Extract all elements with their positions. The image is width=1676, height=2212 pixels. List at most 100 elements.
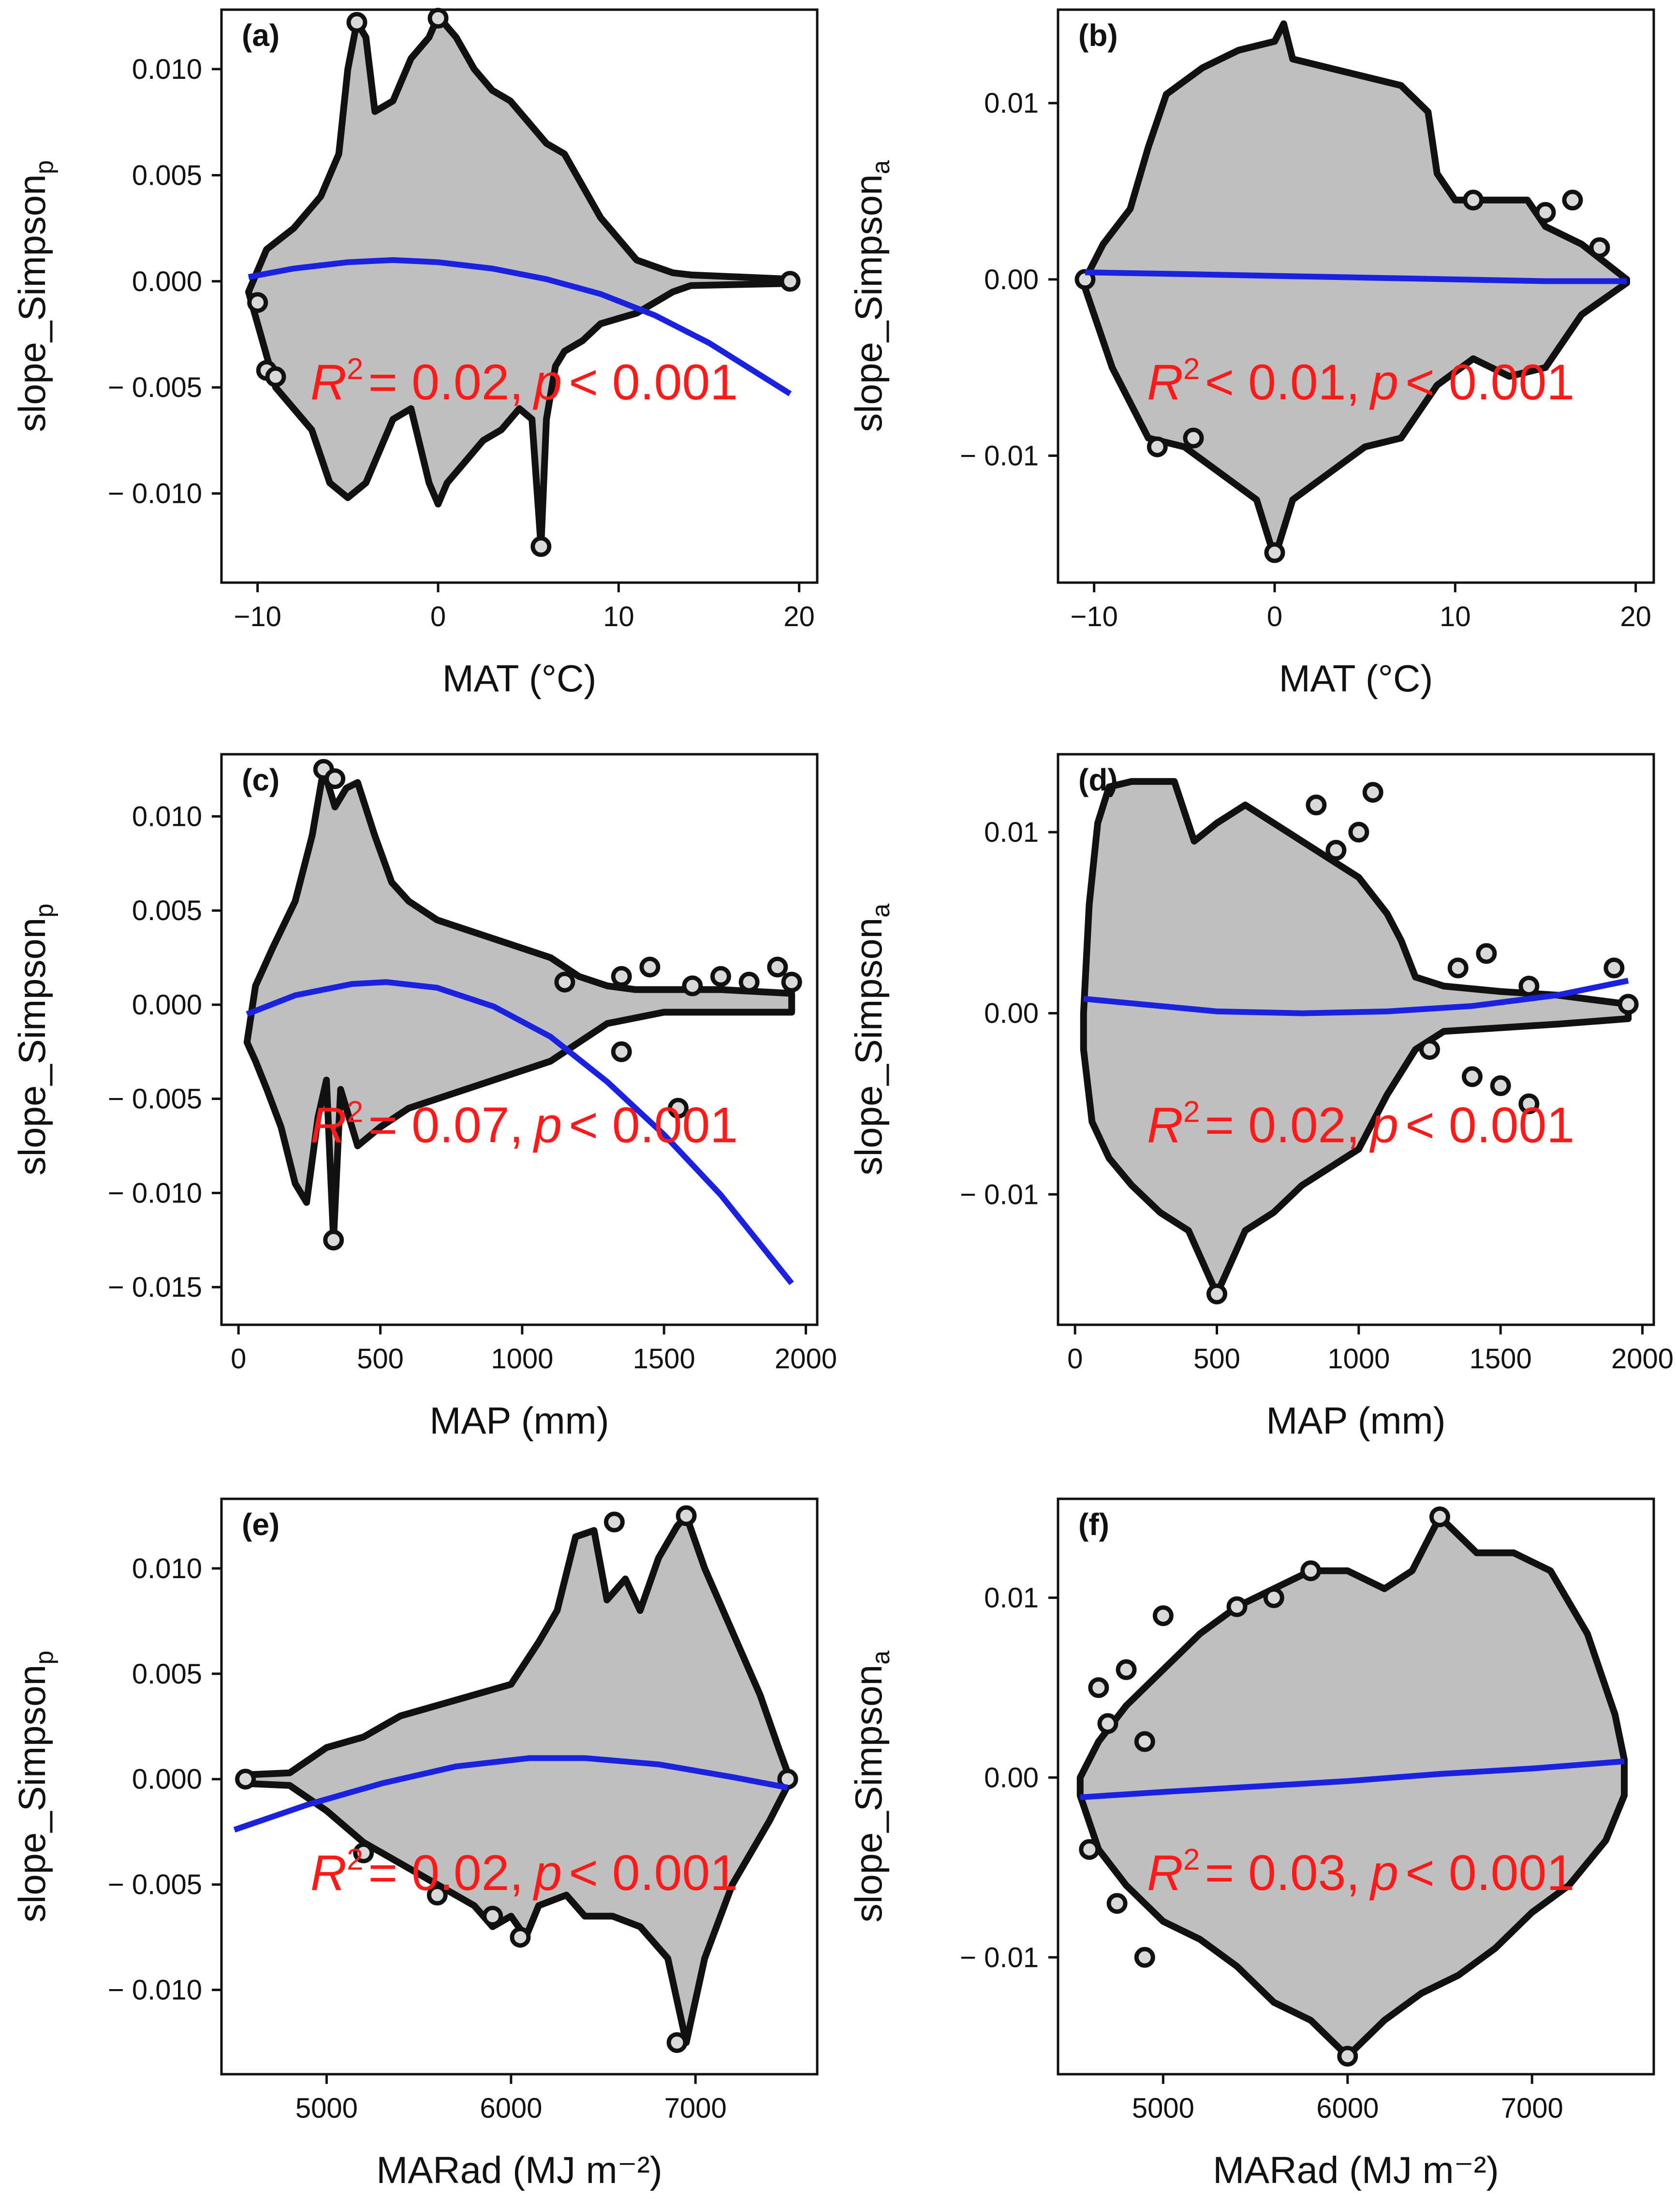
stats-annotation: R2< 0.01, p < 0.001 (1147, 352, 1574, 410)
y-tick-label: 0.010 (132, 54, 202, 85)
outlier-point (1183, 427, 1204, 449)
r2-value: = 0.02, (1205, 1097, 1360, 1153)
outlier-point (1476, 943, 1497, 964)
y-tick-label: − 0.005 (108, 372, 202, 403)
r2-value: = 0.07, (368, 1097, 523, 1153)
r-exponent: 2 (347, 1843, 363, 1876)
x-axis-title: MAP (mm) (1266, 1399, 1445, 1442)
x-tick-label: 0 (430, 601, 446, 632)
x-tick-label: 1000 (491, 1343, 553, 1375)
outlier-point (1306, 794, 1327, 816)
y-axis-title-subscript: p (30, 904, 59, 918)
x-tick-label: 6000 (1316, 2093, 1379, 2124)
panel-label: (c) (242, 762, 279, 797)
outlier-point (427, 8, 449, 29)
y-axis-title-subscript: p (30, 1651, 59, 1665)
p-value: < 0.001 (569, 1097, 738, 1153)
outlier-point (603, 1511, 625, 1533)
y-axis-title: slope_Simpsonp (11, 904, 59, 1175)
outlier-point (1518, 976, 1540, 996)
stats-annotation: R2= 0.02, p < 0.001 (310, 352, 738, 410)
y-axis-title: slope_Simpsonp (11, 160, 59, 432)
outlier-point (1088, 1677, 1109, 1698)
x-tick-label: 20 (783, 601, 815, 632)
r2-value: < 0.01, (1205, 354, 1360, 410)
y-axis-title-subscript: a (867, 1651, 895, 1665)
r-symbol: R (1147, 354, 1183, 410)
outlier-point (1300, 1560, 1322, 1582)
panel-d: 0.01 0.00 − 0.01 0 500 1000 1500 2000 MAP (mm) sl… (847, 753, 1674, 1442)
scatter-point-cloud (243, 766, 795, 1244)
outlier-point (1079, 1839, 1100, 1860)
x-axis-title: MAT (°C) (1279, 657, 1433, 700)
panel-label: (f) (1078, 1507, 1109, 1542)
r-exponent: 2 (1183, 1095, 1200, 1128)
p-symbol: p (532, 1845, 562, 1901)
x-tick-label: 7000 (664, 2093, 727, 2124)
y-tick-label: 0.000 (132, 1764, 202, 1795)
r-symbol: R (1147, 1097, 1183, 1153)
outlier-point (346, 12, 368, 33)
p-value: < 0.001 (1405, 354, 1574, 410)
outlier-point (353, 1842, 374, 1863)
outlier-point (235, 1769, 256, 1790)
x-tick-label: 2000 (775, 1343, 837, 1375)
p-symbol: p (1369, 1845, 1398, 1901)
x-tick-label: 10 (1440, 601, 1471, 632)
outlier-point (676, 1505, 697, 1526)
y-tick-label: 0.01 (984, 817, 1039, 848)
outlier-point (1617, 994, 1639, 1015)
r-exponent: 2 (1183, 1843, 1200, 1876)
x-tick-label: 500 (1193, 1343, 1240, 1375)
stats-annotation: R2= 0.03, p < 0.001 (1147, 1843, 1574, 1901)
scatter-point-cloud (245, 13, 794, 550)
outlier-point (1562, 190, 1583, 211)
y-tick-label: − 0.010 (108, 478, 202, 510)
p-symbol: p (1369, 354, 1398, 410)
r-symbol: R (1147, 1845, 1183, 1901)
panel-b: 0.01 0.00 − 0.01 −10 0 10 20 MAT (°C) slope_Simp… (847, 8, 1655, 700)
outlier-point (426, 1885, 448, 1905)
y-axis-title-main: slope_Simpson (847, 918, 890, 1175)
p-symbol: p (532, 1097, 562, 1153)
y-tick-label: 0.000 (132, 266, 202, 297)
p-value: < 0.001 (1405, 1845, 1574, 1901)
y-tick-label: 0.010 (132, 1553, 202, 1584)
y-tick-label: − 0.01 (960, 440, 1039, 471)
y-axis-title-main: slope_Simpson (11, 918, 53, 1175)
outlier-point (668, 1098, 689, 1119)
stats-annotation: R2= 0.02, p < 0.001 (1147, 1095, 1574, 1153)
outlier-point (323, 1230, 344, 1251)
outlier-point (1463, 190, 1484, 211)
y-axis-title: slope_Simpsonp (11, 1651, 59, 1922)
outlier-point (1152, 1605, 1174, 1626)
plot-frame (1057, 1497, 1655, 2076)
outlier-point (1147, 436, 1168, 457)
x-tick-label: 1000 (1327, 1343, 1390, 1375)
outlier-point (1518, 1093, 1540, 1114)
outlier-point (324, 768, 346, 790)
outlier-point (611, 966, 632, 987)
scatter-point-cloud (1076, 1513, 1628, 2060)
outlier-point (510, 1927, 531, 1948)
y-tick-label: 0.00 (984, 1762, 1039, 1793)
y-tick-label: 0.010 (132, 801, 202, 833)
panel-label: (a) (242, 18, 279, 53)
r2-value: = 0.02, (368, 1845, 523, 1901)
outlier-point (1419, 1039, 1440, 1060)
outlier-point (265, 366, 286, 387)
outlier-point (1490, 1075, 1511, 1096)
y-axis-title-main: slope_Simpson (11, 1665, 53, 1922)
x-tick-label: 5000 (295, 2093, 358, 2124)
panel-a: 0.010 0.005 0.000 − 0.005 − 0.010 −10 0 10 20 MAT… (11, 8, 819, 700)
outlier-point (1106, 1893, 1128, 1914)
outlier-point (1134, 1731, 1155, 1752)
outlier-point (767, 956, 788, 978)
panel-e: 0.010 0.005 0.000 − 0.005 − 0.010 5000 6000 700… (11, 1497, 819, 2191)
y-tick-label: − 0.015 (108, 1272, 202, 1303)
x-tick-label: 5000 (1132, 2093, 1194, 2124)
x-tick-label: 1500 (1470, 1343, 1532, 1375)
fit-line (248, 257, 792, 396)
outlier-point (1535, 202, 1556, 223)
